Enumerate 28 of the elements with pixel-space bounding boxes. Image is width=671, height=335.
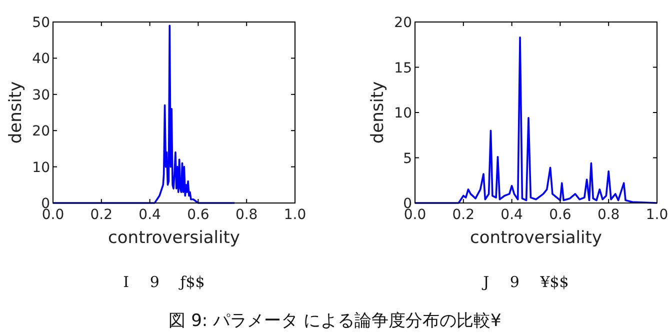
y-tick-label: 50 [32,15,50,31]
x-tick-label: 0.2 [452,207,475,223]
x-axis-title: controversiality [470,228,602,248]
line-series [414,36,658,204]
x-tick-label: 0.2 [90,207,113,223]
y-axis-title: density [6,81,26,144]
text: J 9 ¥$$ [481,273,569,291]
x-tick-label: 0.4 [500,207,524,223]
x-tick-label: 0.8 [597,207,620,223]
y-tick-label: 40 [32,51,50,68]
x-tick-label: 0.6 [187,207,210,223]
y-tick-label: 20 [394,15,412,31]
text: I 9 ƒ$$ [123,273,205,291]
x-tick-label: 1.0 [284,207,306,223]
y-tick-label: 15 [394,60,412,76]
x-axis-title: controversiality [108,228,240,248]
y-tick-label: 20 [32,124,50,140]
y-tick-label: 10 [32,160,50,176]
y-tick-label: 10 [394,106,412,122]
caption: 図 9: パラメータ による論争度分布の比較¥ [168,311,502,331]
x-tick-label: 0.4 [138,207,162,223]
y-tick-label: 30 [32,87,50,104]
x-tick-label: 1.0 [646,207,668,223]
y-axis-title: density [368,81,388,144]
line-series [52,24,236,204]
x-tick-label: 0.6 [549,207,572,223]
x-tick-label: 0.8 [235,207,258,223]
y-tick-label: 5 [403,150,412,167]
